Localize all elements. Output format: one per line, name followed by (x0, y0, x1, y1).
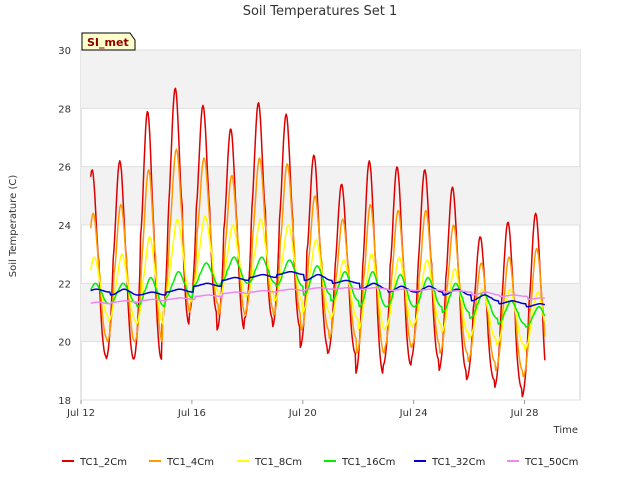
series-line-tc1_4cm (89, 148, 546, 378)
series-line-tc1_50cm (90, 286, 545, 305)
legend-label: TC1_8Cm (254, 457, 302, 468)
x-tick-label: Jul 20 (288, 408, 317, 419)
x-tick-label: Jul 24 (399, 408, 428, 419)
legend-label: TC1_32Cm (431, 457, 485, 468)
x-tick-label: Jul 16 (177, 408, 206, 419)
y-tick-label: 28 (58, 104, 71, 115)
site-badge-box (81, 32, 136, 51)
x-tick-label: Jul 12 (66, 408, 95, 419)
chart-title: Soil Temperatures Set 1 (243, 4, 398, 19)
series-line-tc1_8cm (89, 215, 546, 351)
legend-label: TC1_4Cm (166, 457, 214, 468)
series-line-tc1_16cm (90, 256, 546, 328)
y-axis-ticks: 18 20 22 24 26 28 30 (58, 46, 71, 407)
plot-band (81, 166, 580, 225)
y-tick-label: 24 (58, 221, 71, 232)
series-lines (89, 87, 546, 398)
legend-label: TC1_2Cm (79, 457, 127, 468)
series-line-tc1_32cm (90, 270, 546, 308)
legend-label: TC1_50Cm (524, 457, 578, 468)
y-tick-label: 30 (58, 46, 71, 57)
site-badge-text: SI_met (87, 36, 129, 49)
x-axis-label: Time (553, 425, 578, 436)
y-tick-label: 20 (58, 338, 71, 349)
site-badge: SI_met (81, 32, 136, 51)
y-tick-label: 26 (58, 163, 71, 174)
x-axis-ticks: Jul 12 Jul 16 Jul 20 Jul 24 Jul 28 (66, 400, 539, 419)
y-tick-label: 18 (58, 396, 71, 407)
legend-label: TC1_16Cm (341, 457, 395, 468)
series-line-tc1_2cm (89, 87, 546, 398)
plot-band (81, 50, 580, 109)
x-tick-label: Jul 28 (510, 408, 539, 419)
y-axis-label: Soil Temperature (C) (8, 175, 19, 278)
y-tick-label: 22 (58, 279, 71, 290)
legend: TC1_2Cm TC1_4Cm TC1_8Cm TC1_16Cm TC1_32Cm TC1… (62, 457, 578, 468)
